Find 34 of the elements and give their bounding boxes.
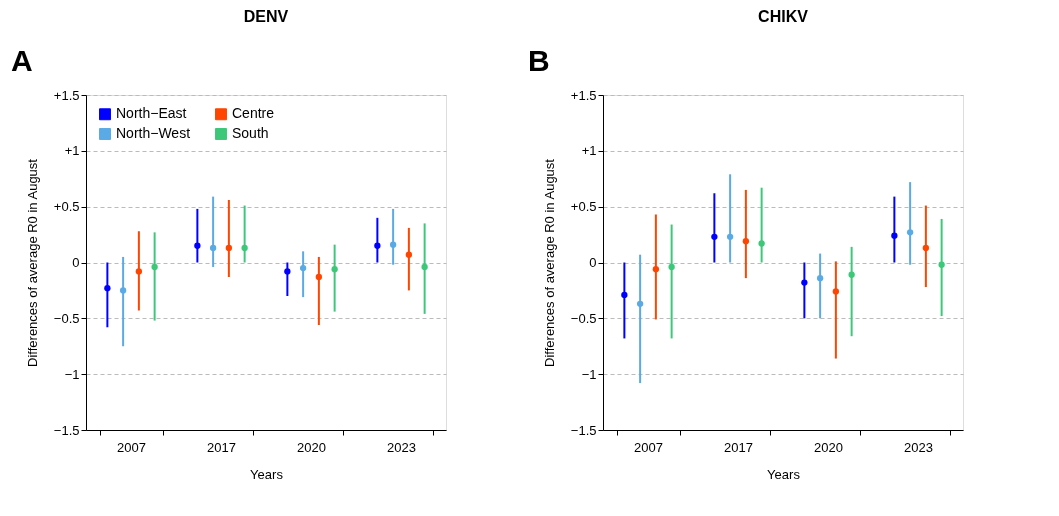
y-tick-label: −1 xyxy=(64,366,80,382)
x-tick-label: 2023 xyxy=(387,439,416,455)
legend-label: South xyxy=(232,125,269,141)
y-tick-label: −1.5 xyxy=(570,422,597,438)
x-tick-label: 2017 xyxy=(724,439,753,455)
y-tick-label: +0.5 xyxy=(53,199,80,215)
y-tick-label: −1.5 xyxy=(53,422,80,438)
x-axis-title: Years xyxy=(250,466,284,482)
x-tick-label: 2017 xyxy=(207,439,236,455)
legend-label: Centre xyxy=(232,105,275,122)
y-tick-label: +1.5 xyxy=(53,87,80,103)
x-tick-label: 2020 xyxy=(814,439,843,455)
y-axis-title: Differences of average R0 in August xyxy=(541,158,557,367)
x-tick-label: 2023 xyxy=(904,439,933,455)
y-tick-label: +1 xyxy=(581,143,597,159)
x-axis-title: Years xyxy=(767,466,801,482)
legend-label: North−East xyxy=(116,105,187,122)
x-tick-label: 2007 xyxy=(117,439,146,455)
chart-title: CHIKV xyxy=(758,8,809,25)
x-tick-label: 2020 xyxy=(297,439,326,455)
y-tick-label: −0.5 xyxy=(570,310,597,326)
y-tick-label: +0.5 xyxy=(570,199,597,215)
y-tick-label: +1 xyxy=(64,143,80,159)
chart-title: DENV xyxy=(243,8,289,25)
x-tick-label: 2007 xyxy=(634,439,663,455)
y-tick-label: +1.5 xyxy=(570,87,597,103)
y-tick-label: −1 xyxy=(581,366,597,382)
text: B xyxy=(528,44,550,77)
y-tick-label: −0.5 xyxy=(53,310,80,326)
y-tick-label: 0 xyxy=(72,255,80,270)
legend-label: North−West xyxy=(116,125,191,141)
y-tick-label: 0 xyxy=(589,255,597,270)
text: A xyxy=(11,44,33,77)
y-axis-title: Differences of average R0 in August xyxy=(24,158,40,367)
